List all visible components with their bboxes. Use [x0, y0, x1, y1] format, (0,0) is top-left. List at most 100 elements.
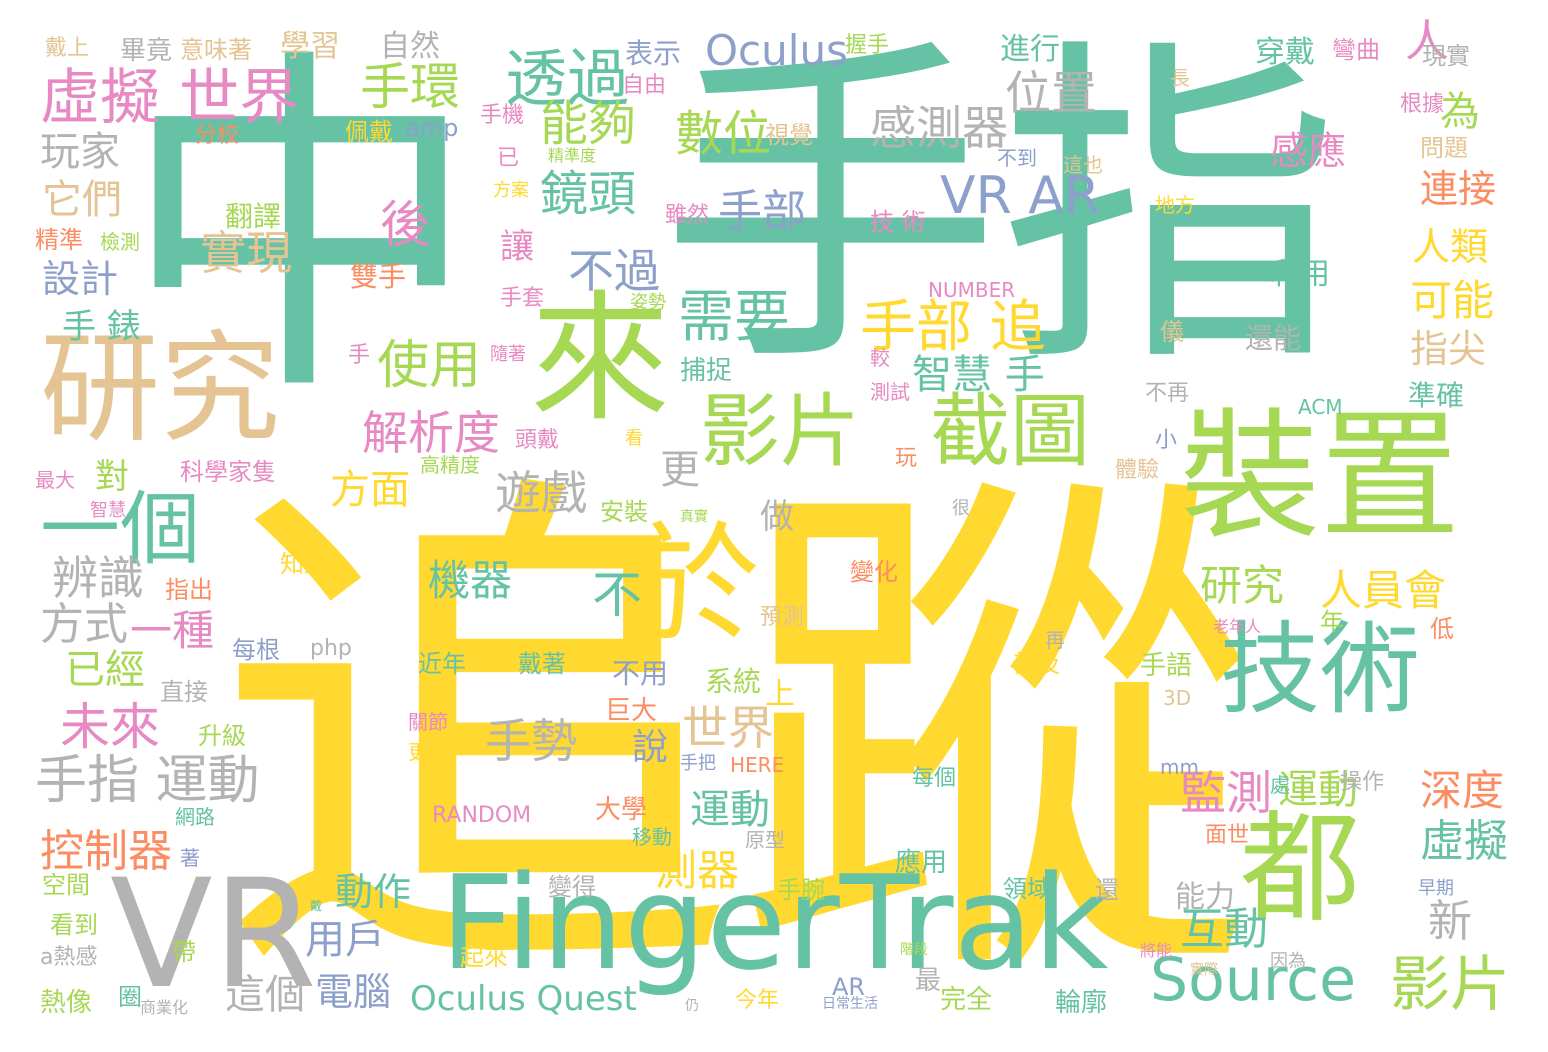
word-79: 自然: [380, 29, 440, 64]
word-111: 利用: [1270, 257, 1330, 292]
word-48: 手指 運動: [35, 751, 260, 811]
word-160: 手把: [680, 753, 716, 774]
word-114: 姿勢: [630, 292, 666, 313]
word-178: 還: [1095, 876, 1119, 904]
word-194: 最: [915, 966, 942, 996]
word-85: 自由: [622, 73, 667, 98]
word-122: 不再: [1145, 381, 1190, 406]
word-11: 截圖: [930, 385, 1090, 478]
word-151: 上: [765, 677, 795, 712]
word-amp-96: amp: [405, 114, 459, 142]
word-78: 對: [95, 457, 129, 497]
word-90: 現實: [1422, 42, 1470, 70]
word-117: 手: [348, 343, 371, 368]
word-116: 還能: [1245, 322, 1302, 355]
word-137: 知道: [280, 550, 328, 578]
word-126: 看: [625, 428, 643, 449]
word-169: 移動: [632, 825, 672, 849]
word-acm-124: ACM: [1298, 395, 1343, 419]
word-152: 普及: [1012, 650, 1060, 678]
word-113: 手套: [500, 286, 545, 311]
word-74: 它們: [42, 177, 122, 223]
word-105: 雖然: [665, 203, 710, 228]
word-35: 遊戲: [495, 466, 587, 520]
word-68: 感應: [1270, 129, 1347, 173]
word-103: 方案: [493, 180, 529, 201]
word-4: 裝置: [1180, 396, 1461, 559]
word-22: 數位: [675, 106, 772, 162]
word-58: 這個: [225, 972, 305, 1018]
word-64: 虛擬: [1420, 816, 1508, 867]
word-10: 於: [630, 509, 761, 661]
word-56: 用戶: [305, 917, 385, 963]
word-106: 技 術: [870, 208, 926, 236]
word-77: 讓: [500, 227, 534, 267]
word-88: 穿戴: [1255, 35, 1315, 70]
word-oculus-18: Oculus: [705, 26, 848, 75]
word-15: 影片: [1390, 950, 1510, 1020]
word-mm-163: mm: [1160, 755, 1199, 779]
word-2: 手指: [660, 12, 1340, 408]
word-120: 較: [870, 346, 890, 370]
word-184: 將能: [1140, 941, 1173, 960]
word-12: 影片: [700, 385, 860, 478]
word-8: 技術: [1220, 611, 1420, 728]
word-153: 手語: [1140, 651, 1193, 681]
word-176: 手腕: [777, 876, 825, 904]
word-136: 很: [952, 498, 970, 519]
word-vr-ar-19: VR AR: [940, 166, 1100, 226]
word-number-112: NUMBER: [928, 278, 1016, 302]
word-189: 因為: [1270, 951, 1306, 972]
word-81: 戴上: [45, 36, 90, 61]
word-33: 不過: [568, 244, 660, 298]
word-130: 高精度: [420, 453, 480, 477]
word-182: 戴: [310, 899, 323, 913]
word-190: 熱像: [40, 988, 93, 1018]
word-150: 系統: [705, 665, 762, 698]
word-98: 視覺: [765, 121, 813, 149]
word-118: 隨著: [490, 344, 526, 365]
word-145: 每根: [232, 636, 280, 664]
word-random-167: RANDOM: [432, 803, 532, 828]
word-155: 巨大: [605, 696, 658, 726]
word-36: 更: [660, 447, 700, 493]
word-60: 監測: [1180, 766, 1272, 820]
word-132: 體驗: [1115, 458, 1160, 483]
word-29: 需要: [678, 285, 790, 350]
word-86: 握手: [845, 33, 890, 58]
word-197: 日常生活: [822, 996, 878, 1012]
word-44: 一種: [130, 606, 215, 655]
word-75: 設計: [42, 257, 119, 301]
word-17: 透過: [505, 42, 630, 115]
word-here-161: HERE: [730, 753, 785, 777]
word-138: 指出: [165, 576, 213, 604]
word-133: 智慧: [90, 500, 126, 521]
word-93: 問題: [1420, 134, 1468, 162]
word-51: 說: [632, 727, 669, 768]
word-168: 大學: [595, 795, 648, 825]
word-134: 安裝: [600, 498, 648, 526]
word-52: 運動: [690, 787, 770, 833]
word-119: 捕捉: [680, 356, 733, 386]
word-181: 看到: [50, 911, 98, 939]
word-135: 真實: [680, 509, 708, 525]
word-95: 佩戴: [345, 118, 393, 146]
word-164: 處: [1270, 773, 1290, 797]
word-source-14: Source: [1150, 945, 1357, 1015]
word-80: 學習: [280, 29, 340, 64]
word-71: 可能: [1410, 276, 1495, 325]
word-109: 檢測: [100, 230, 140, 254]
word-16: 虛擬 世界: [40, 63, 300, 133]
word-28: 實現: [200, 226, 292, 280]
word-70: 人類: [1412, 225, 1489, 269]
word-180: 早期: [1418, 878, 1454, 899]
word-ar-193: AR: [832, 973, 866, 1001]
word-123: 準確: [1408, 379, 1465, 412]
word-6: 來: [530, 278, 671, 441]
word-40: 研究: [1200, 561, 1285, 610]
word-188: 實際: [1190, 962, 1218, 978]
word-131: 玩: [895, 446, 918, 471]
word-89: 彎曲: [1332, 36, 1380, 64]
word-32: 智慧 手: [912, 352, 1045, 398]
